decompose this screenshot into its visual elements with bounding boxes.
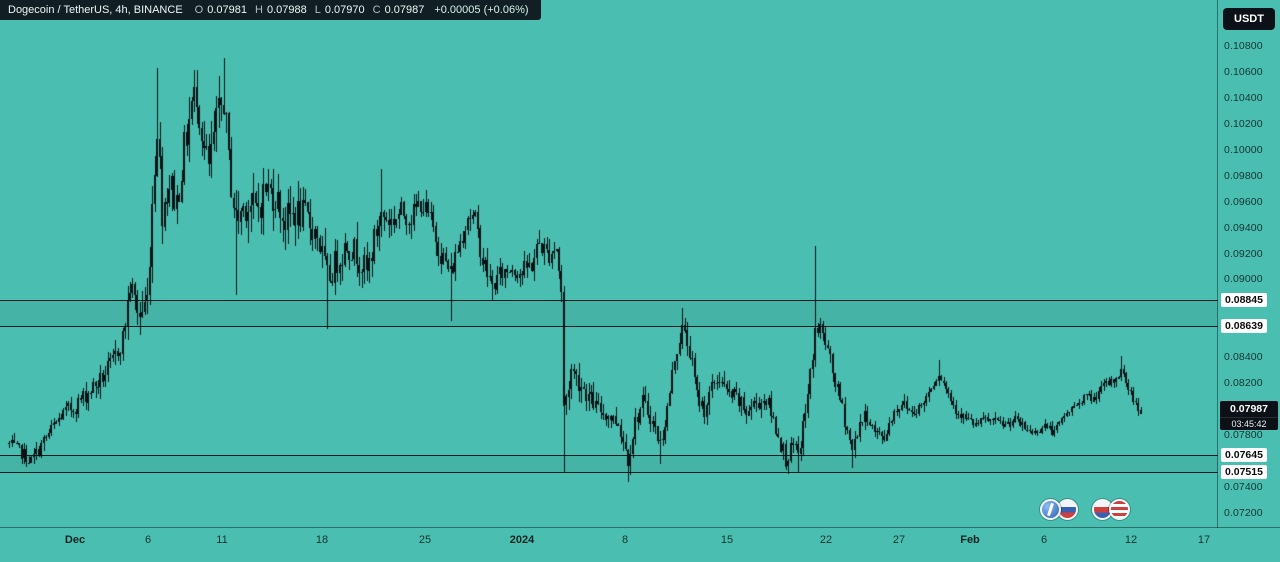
time-tick-label: 17 <box>1197 534 1211 546</box>
open-label: O <box>194 4 204 16</box>
chart-plot-area[interactable]: Dogecoin / TetherUS, 4h, BINANCE O 0.0798… <box>0 0 1218 528</box>
high-value: 0.07988 <box>266 4 307 16</box>
price-tick-label: 0.09800 <box>1224 169 1263 182</box>
time-tick-label: 15 <box>720 534 734 546</box>
open-value: 0.07981 <box>207 4 247 16</box>
sticker-group-1[interactable] <box>1040 499 1078 520</box>
time-axis[interactable]: Dec 6 11 18 25 2024 8 15 22 27 Feb 6 12 17 <box>0 527 1280 562</box>
countdown-timer: 03:45:42 <box>1220 416 1278 430</box>
time-tick-label: 11 <box>216 534 228 546</box>
time-tick-label: 6 <box>1040 534 1048 546</box>
time-tick-label: Feb <box>960 534 980 546</box>
price-tick-label: 0.10800 <box>1224 40 1263 53</box>
price-tick-label: 0.10400 <box>1224 91 1263 104</box>
time-tick-label: 18 <box>315 534 329 546</box>
price-tick-label: 0.10000 <box>1224 143 1263 156</box>
symbol-title: Dogecoin / TetherUS, 4h, BINANCE <box>8 4 183 16</box>
price-tick-label: 0.09600 <box>1224 195 1263 208</box>
level-price-badge: 0.07515 <box>1221 465 1267 480</box>
sticker-icon-1[interactable] <box>1040 499 1061 520</box>
change-value: +0.00005 (+0.06%) <box>434 4 529 16</box>
time-tick-label: 25 <box>418 534 432 546</box>
last-price-value: 0.07987 <box>1220 400 1278 417</box>
sticker-group-2[interactable] <box>1092 499 1130 520</box>
currency-toggle-badge[interactable]: USDT <box>1223 8 1275 30</box>
high-label: H <box>255 4 263 16</box>
price-tick-label: 0.09000 <box>1224 273 1263 286</box>
low-value: 0.07970 <box>324 4 365 16</box>
price-axis[interactable]: USDT 0.10800 0.10600 0.10400 0.10200 0.10000… <box>1217 0 1280 528</box>
price-tick-label: 0.07200 <box>1224 506 1263 519</box>
level-price-badge: 0.08845 <box>1221 292 1267 307</box>
time-tick-label: 6 <box>144 534 152 546</box>
last-price-badge: 0.07987 03:45:42 <box>1220 400 1278 430</box>
price-tick-label: 0.08400 <box>1224 351 1263 364</box>
close-label: C <box>372 4 381 16</box>
ohlc-readout: O 0.07981 H 0.07988 L 0.07970 C 0.07987 +0.0… <box>191 3 529 17</box>
price-tick-label: 0.08200 <box>1224 377 1263 390</box>
time-tick-label: 27 <box>892 534 906 546</box>
price-tick-label: 0.07800 <box>1224 429 1263 442</box>
price-tick-label: 0.10600 <box>1224 65 1263 78</box>
price-tick-label: 0.10200 <box>1224 117 1263 130</box>
price-tick-label: 0.09200 <box>1224 247 1263 260</box>
candlestick-canvas[interactable] <box>0 0 1218 528</box>
chart-stickers <box>1040 499 1130 520</box>
time-tick-label: 8 <box>621 534 629 546</box>
time-tick-label: Dec <box>64 534 86 546</box>
price-tick-label: 0.09400 <box>1224 221 1263 234</box>
symbol-legend[interactable]: Dogecoin / TetherUS, 4h, BINANCE O 0.0798… <box>0 0 541 20</box>
time-tick-label: 22 <box>819 534 833 546</box>
time-tick-label: 2024 <box>509 534 535 546</box>
level-price-badge: 0.07645 <box>1221 448 1267 463</box>
close-value: 0.07987 <box>384 4 425 16</box>
time-tick-label: 12 <box>1124 534 1138 546</box>
level-price-badge: 0.08639 <box>1221 319 1267 334</box>
sticker-icon-4[interactable] <box>1109 499 1130 520</box>
price-tick-label: 0.07400 <box>1224 481 1263 493</box>
low-label: L <box>314 4 321 16</box>
